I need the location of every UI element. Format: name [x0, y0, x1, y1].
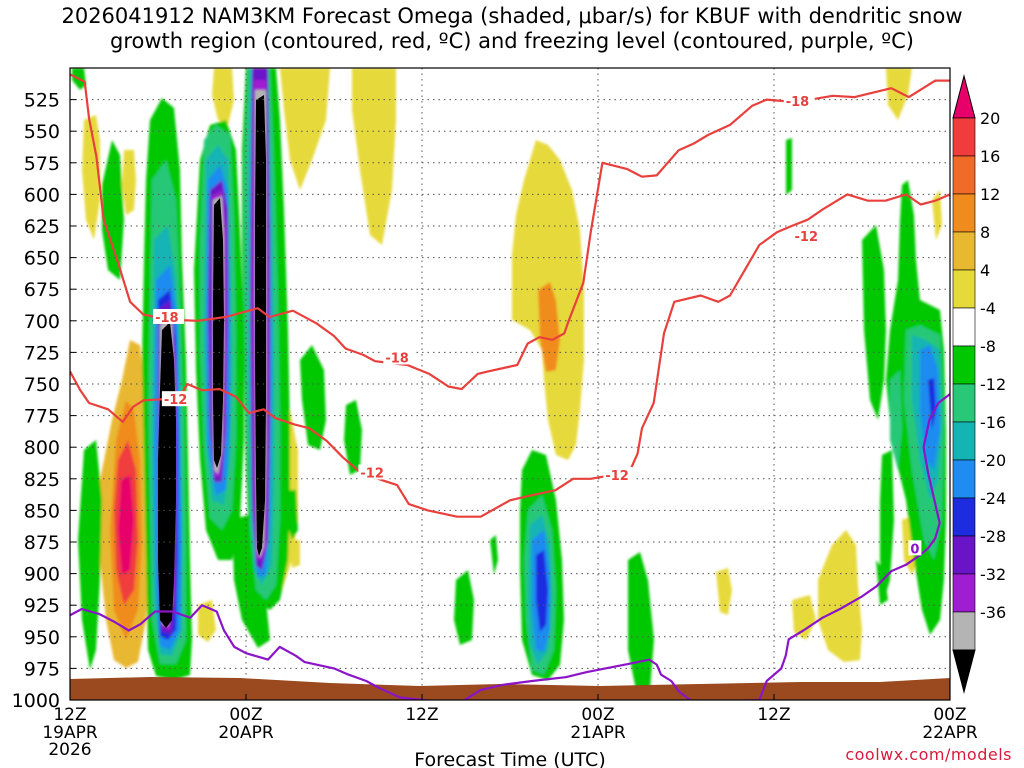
y-tick-label: 750 — [24, 374, 60, 396]
y-tick-label: 775 — [24, 406, 60, 428]
y-tick-label: 625 — [24, 216, 60, 238]
colorbar-swatch — [952, 155, 976, 195]
title-line-1: 2026041912 NAM3KM Forecast Omega (shaded… — [61, 4, 963, 28]
contour-label-bg — [153, 309, 185, 325]
y-tick-label: 600 — [24, 184, 60, 206]
omega-shading — [72, 68, 946, 690]
contour-line — [70, 393, 950, 700]
y-tick-label: 700 — [24, 311, 60, 333]
x-tick-label: 12Z — [53, 705, 86, 725]
x-tick-year-label: 2026 — [48, 740, 91, 760]
x-tick-date-label: 21APR — [570, 723, 626, 743]
contour-label-bg — [383, 349, 415, 365]
title-line-2: growth region (contoured, red, ºC) and f… — [110, 29, 914, 53]
colorbar-label: -36 — [980, 603, 1006, 622]
y-tick-label: 850 — [24, 500, 60, 522]
colorbar-swatch — [952, 611, 976, 651]
y-tick-label: 800 — [24, 437, 60, 459]
colorbar-swatch — [952, 459, 976, 499]
x-tick-date-label: 22APR — [922, 723, 978, 743]
contour-label: -18 — [786, 95, 810, 110]
contour-line — [70, 193, 950, 518]
x-tick-label: 12Z — [405, 705, 438, 725]
contour-label-bg — [783, 92, 815, 108]
contour-label: 0 — [910, 542, 919, 557]
colorbar-swatch — [952, 497, 976, 537]
omega-core-2 — [213, 198, 224, 468]
colorbar: 20 16 12 8 4 -4 -8 -12 -16 -20 -24 -28 -32 -36 — [952, 74, 1006, 694]
contour-label: -12 — [605, 469, 629, 484]
y-tick-label: 875 — [24, 532, 60, 554]
contour-labels: -18 -18 -18 -12 -12 -12 -12 0 — [153, 92, 922, 557]
contour-label: -18 — [155, 311, 179, 326]
y-tick-label: 950 — [24, 627, 60, 649]
y-tick-label: 575 — [24, 153, 60, 175]
y-tick-label: 550 — [24, 121, 60, 143]
y-axis: 525 550 575 600 625 650 675 700 725 750 775 800 825 8… — [12, 90, 76, 712]
x-tick-label: 00Z — [229, 705, 262, 725]
contour-label: -12 — [360, 466, 384, 481]
y-tick-label: 650 — [24, 248, 60, 270]
y-tick-label: 900 — [24, 564, 60, 586]
credit-text: coolwx.com/models — [845, 745, 1012, 764]
colorbar-label: -24 — [980, 489, 1006, 508]
contour-label: -18 — [385, 351, 409, 366]
colorbar-top-arrow — [952, 74, 976, 119]
colorbar-swatch — [952, 193, 976, 233]
colorbar-swatch — [952, 383, 976, 423]
colorbar-label: 4 — [980, 261, 990, 280]
colorbar-label: 12 — [980, 185, 1000, 204]
x-tick-date-label: 20APR — [218, 723, 274, 743]
colorbar-label: -12 — [980, 375, 1006, 394]
contour-label: -12 — [795, 230, 819, 245]
colorbar-swatch — [952, 307, 976, 347]
y-tick-label: 525 — [24, 90, 60, 112]
colorbar-label: 8 — [980, 223, 990, 242]
surface-ground — [70, 677, 950, 700]
contour-label-bg — [358, 464, 390, 480]
colorbar-label: -16 — [980, 413, 1006, 432]
contour-label: -12 — [164, 393, 188, 408]
y-tick-label: 1000 — [12, 690, 60, 712]
x-tick-label: 00Z — [933, 705, 966, 725]
colorbar-swatch — [952, 421, 976, 461]
colorbar-label: -20 — [980, 451, 1006, 470]
colorbar-swatch — [952, 117, 976, 157]
colorbar-label: -32 — [980, 565, 1006, 584]
colorbar-bottom-arrow — [952, 649, 976, 694]
colorbar-label: 20 — [980, 109, 1000, 128]
y-tick-label: 825 — [24, 469, 60, 491]
colorbar-label: -8 — [980, 337, 996, 356]
contour-label-bg — [792, 228, 824, 244]
contour-label-bg — [908, 540, 922, 556]
omega-core-3 — [255, 95, 266, 556]
x-tick-label: 00Z — [581, 705, 614, 725]
y-tick-label: 725 — [24, 342, 60, 364]
y-tick-label: 975 — [24, 658, 60, 680]
x-tick-date-label: 19APR — [42, 723, 98, 743]
x-axis-title: Forecast Time (UTC) — [414, 749, 605, 768]
colorbar-label: -4 — [980, 299, 996, 318]
colorbar-swatch — [952, 345, 976, 385]
chart-title: 2026041912 NAM3KM Forecast Omega (shaded… — [0, 4, 1024, 54]
colorbar-swatch — [952, 231, 976, 271]
y-tick-label: 675 — [24, 279, 60, 301]
contour-label-bg — [603, 467, 635, 483]
y-tick-label: 925 — [24, 595, 60, 617]
colorbar-swatch — [952, 573, 976, 613]
contour-label-bg — [161, 391, 193, 407]
grid-lines — [70, 68, 950, 700]
colorbar-label: -28 — [980, 527, 1006, 546]
colorbar-label: 16 — [980, 147, 1000, 166]
colorbar-swatch — [952, 269, 976, 309]
x-tick-label: 12Z — [757, 705, 790, 725]
colorbar-swatch — [952, 535, 976, 575]
